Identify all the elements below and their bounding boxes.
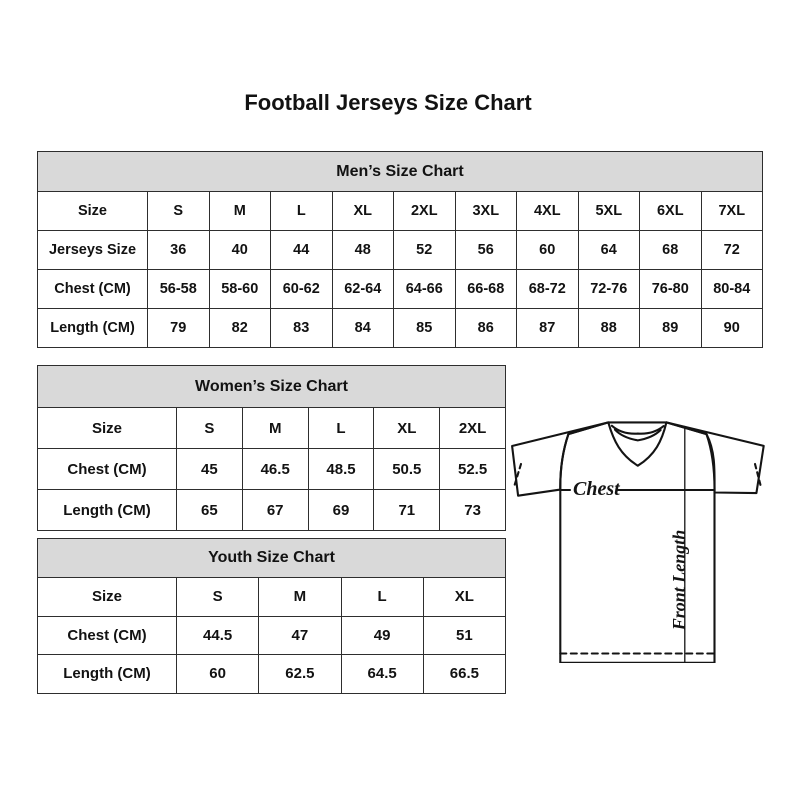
svg-text:Front Length: Front Length — [669, 530, 689, 632]
svg-text:Chest: Chest — [573, 478, 621, 500]
